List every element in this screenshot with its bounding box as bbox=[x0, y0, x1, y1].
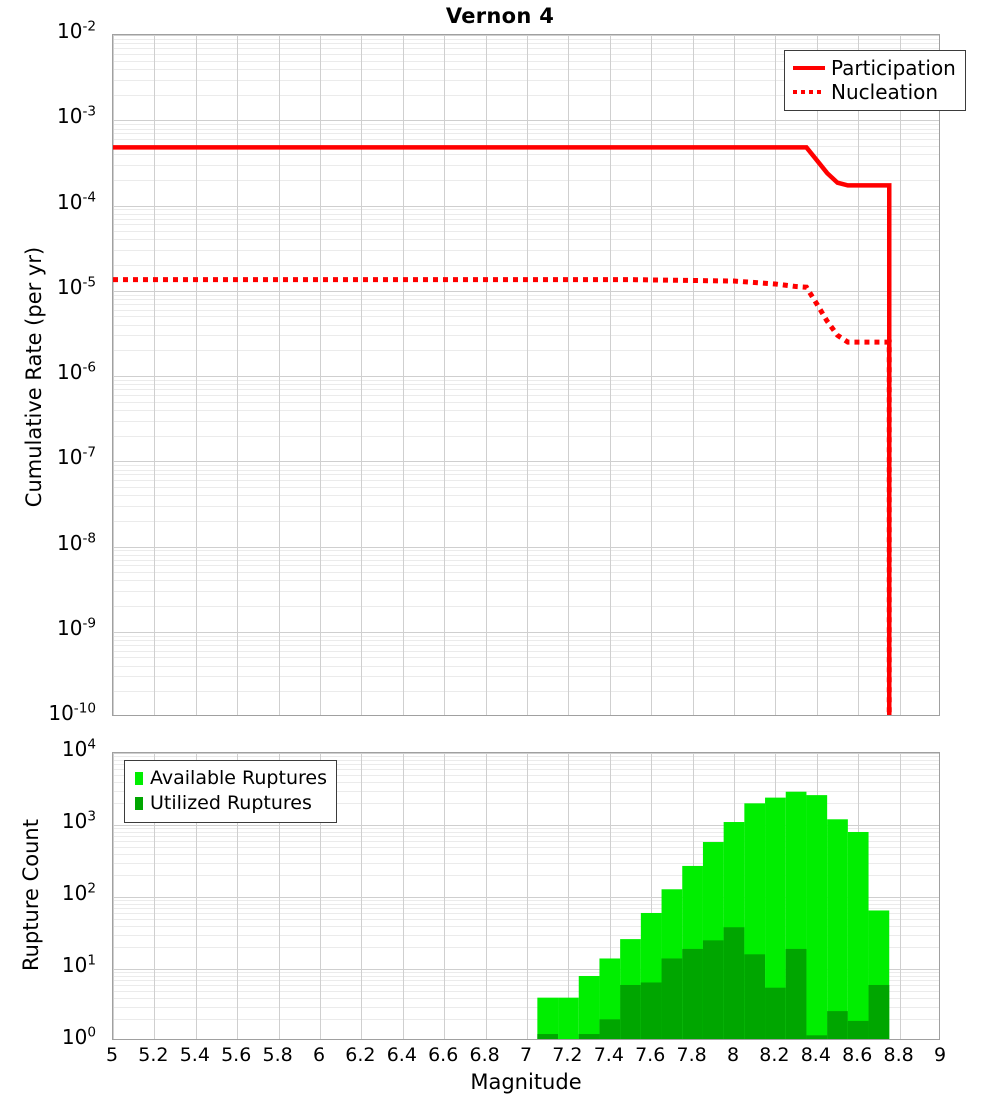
x-axis-label: Magnitude bbox=[470, 1070, 582, 1094]
rupture-legend-item: Utilized Ruptures bbox=[132, 791, 327, 816]
x-tick-label: 6.8 bbox=[469, 1044, 500, 1066]
legend-key-swatch-icon bbox=[132, 796, 146, 811]
legend-label: Nucleation bbox=[831, 80, 939, 104]
cumulative-rate-plot bbox=[112, 34, 940, 716]
x-tick-label: 5.8 bbox=[262, 1044, 293, 1066]
y-tick-label: 10-8 bbox=[56, 529, 96, 555]
y-tick-label: 10-5 bbox=[56, 274, 96, 299]
bottom-bars bbox=[113, 753, 939, 1039]
x-tick-label: 5 bbox=[105, 1044, 119, 1066]
legend-key-dotted-icon bbox=[792, 82, 826, 102]
x-tick-label: 7.6 bbox=[635, 1044, 666, 1066]
legend-label: Participation bbox=[831, 56, 956, 80]
chart-title: Vernon 4 bbox=[445, 4, 555, 28]
x-tick-label: 7 bbox=[519, 1044, 533, 1066]
x-tick-label: 7.2 bbox=[552, 1044, 583, 1066]
x-tick-label: 8.4 bbox=[800, 1044, 831, 1066]
top-y-axis-label: Cumulative Rate (per yr) bbox=[22, 246, 46, 508]
x-tick-label: 7.8 bbox=[676, 1044, 707, 1066]
top-y-tick-labels: 10-2 10-3 10-4 10-5 10-6 10-7 10-8 10-9 10-10 bbox=[0, 20, 104, 723]
y-tick-label: 10-9 bbox=[56, 615, 96, 640]
x-tick-label: 8.6 bbox=[842, 1044, 873, 1066]
y-tick-label: 100 bbox=[61, 1024, 96, 1049]
x-tick-label: 6.6 bbox=[428, 1044, 459, 1066]
participation-nucleation-legend-item: Nucleation bbox=[792, 80, 956, 104]
x-tick-label: 5.6 bbox=[221, 1044, 252, 1066]
x-tick-label: 5.2 bbox=[138, 1044, 169, 1066]
participation-nucleation-legend-item: Participation bbox=[792, 56, 956, 80]
y-tick-label: 10-2 bbox=[56, 18, 96, 43]
top-gridlines bbox=[113, 35, 939, 715]
y-tick-label: 10-7 bbox=[56, 444, 96, 470]
top-curves bbox=[113, 35, 939, 715]
y-tick-label: 10-4 bbox=[56, 188, 96, 214]
rupture-legend-item: Available Ruptures bbox=[132, 766, 327, 791]
x-tick-label: 6.4 bbox=[386, 1044, 417, 1066]
y-tick-label: 101 bbox=[61, 952, 96, 977]
x-tick-label: 7.4 bbox=[593, 1044, 624, 1066]
x-tick-label: 5.4 bbox=[179, 1044, 210, 1066]
x-tick-label: 6.2 bbox=[345, 1044, 376, 1066]
bottom-legend: Available Ruptures Utilized Ruptures bbox=[124, 760, 337, 823]
x-tick-label: 8.8 bbox=[883, 1044, 914, 1066]
x-tick-label: 6 bbox=[312, 1044, 326, 1066]
y-tick-label: 103 bbox=[61, 808, 96, 833]
y-tick-label: 104 bbox=[61, 736, 96, 761]
y-tick-label: 102 bbox=[61, 880, 96, 905]
legend-label: Utilized Ruptures bbox=[150, 792, 312, 814]
legend-key-swatch-icon bbox=[132, 771, 146, 786]
x-tick-label: 8 bbox=[726, 1044, 740, 1066]
x-tick-label: 8.2 bbox=[759, 1044, 790, 1066]
bottom-y-tick-labels: 104 103 102 101 100 bbox=[0, 738, 104, 1047]
bottom-y-axis-label: Rupture Count bbox=[19, 819, 43, 971]
y-tick-label: 10-6 bbox=[56, 359, 96, 384]
y-tick-label: 10-3 bbox=[56, 103, 96, 129]
top-legend: Participation Nucleation bbox=[784, 50, 966, 111]
legend-key-solid-icon bbox=[792, 58, 826, 78]
x-tick-label: 9 bbox=[933, 1044, 947, 1066]
legend-label: Available Ruptures bbox=[150, 767, 327, 789]
y-tick-label: 10-10 bbox=[48, 700, 96, 725]
